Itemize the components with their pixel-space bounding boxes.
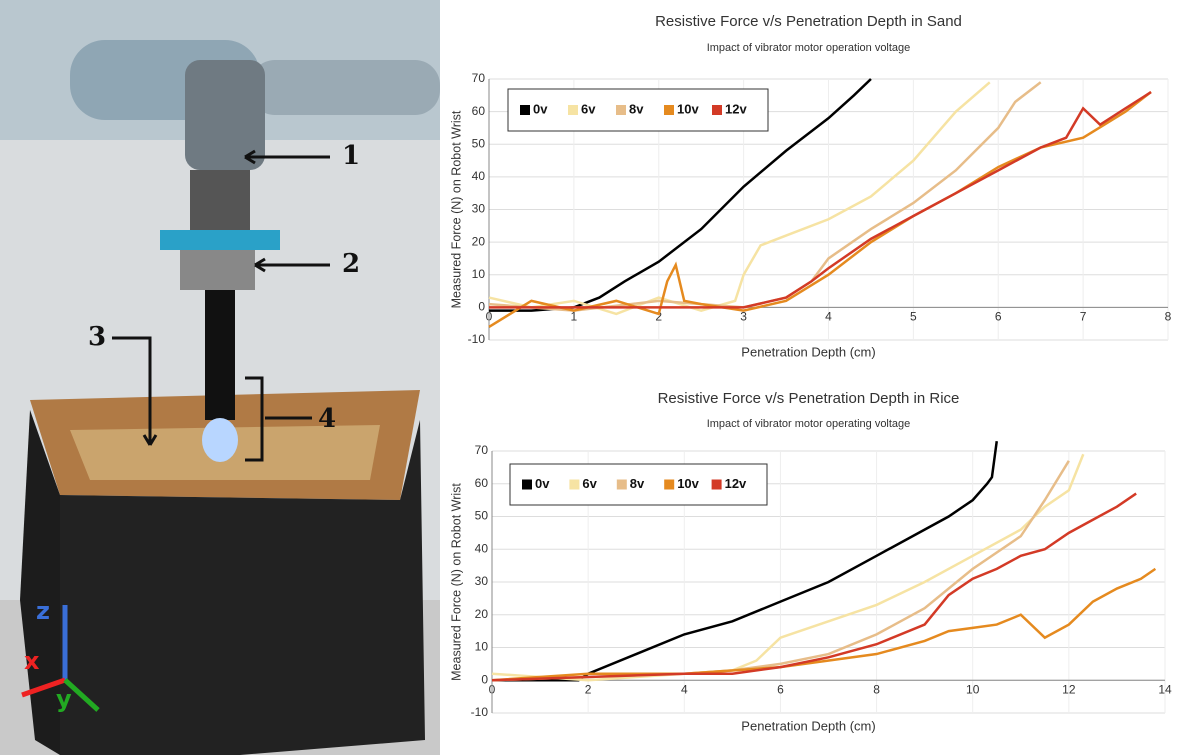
crate [60, 420, 425, 755]
y-tick-label: 0 [481, 672, 488, 686]
y-tick-label: 50 [472, 136, 486, 150]
x-tick-label: 14 [1158, 682, 1172, 696]
x-tick-label: 1 [571, 310, 578, 324]
legend-swatch [568, 105, 578, 115]
probe [205, 290, 235, 420]
legend-box [507, 88, 769, 132]
legend-label: 8v [630, 476, 645, 491]
y-tick-label: 60 [475, 476, 489, 490]
series-line [488, 81, 1042, 312]
legend-swatch [664, 105, 674, 115]
x-tick-label: 3 [740, 310, 747, 324]
x-axis-label: x [24, 647, 40, 675]
crate-side [20, 410, 60, 755]
label-3: 3 [88, 322, 106, 352]
x-tick-label: 6 [777, 682, 784, 696]
arrow-2 [254, 257, 330, 273]
plate [160, 230, 280, 250]
y-tick-label: 40 [475, 541, 489, 555]
y-tick-label: 30 [475, 574, 489, 588]
y-tick-label: 60 [472, 104, 486, 118]
legend-swatch [616, 105, 626, 115]
legend-label: 12v [725, 101, 747, 116]
label-1: 1 [342, 141, 360, 171]
x-axis [21, 677, 66, 698]
photo: 1 2 3 4 x y z [0, 0, 440, 755]
legend-label: 8v [629, 101, 644, 116]
x-tick-label: 8 [873, 682, 880, 696]
y-tick-label: 10 [475, 640, 489, 654]
joint [185, 60, 265, 170]
x-tick-label: 12 [1062, 682, 1076, 696]
y-tick-label: 20 [475, 607, 489, 621]
legend-box [509, 463, 768, 506]
y-axis-label: Measured Force (N) on Robot Wrist [449, 110, 463, 308]
x-tick-label: 2 [655, 310, 662, 324]
x-axis-label: Penetration Depth (cm) [741, 344, 875, 359]
x-tick-label: 4 [825, 310, 832, 324]
label-2: 2 [342, 249, 360, 279]
legend-swatch [522, 479, 532, 490]
wrist [190, 170, 250, 230]
chart-title: Resistive Force v/s Penetration Depth in… [658, 390, 960, 407]
x-axis-label: Penetration Depth (cm) [741, 718, 875, 733]
legend-label: 0v [535, 476, 550, 491]
y-tick-label: 20 [472, 234, 486, 248]
sensor [180, 250, 255, 290]
y-axis-label: Measured Force (N) on Robot Wrist [449, 483, 463, 681]
x-tick-label: 4 [681, 682, 688, 696]
y-tick-label: -10 [468, 332, 486, 346]
x-tick-label: 8 [1165, 310, 1172, 324]
legend-swatch [616, 479, 627, 490]
arrow-4 [245, 376, 312, 462]
y-tick-label: 70 [475, 443, 489, 457]
x-tick-label: 10 [966, 682, 980, 696]
legend-swatch [520, 105, 530, 115]
legend-swatch [711, 479, 722, 490]
y-axis-label: y [56, 685, 72, 713]
z-axis-label: z [36, 597, 50, 625]
legend-label: 0v [533, 101, 548, 116]
y-tick-label: 0 [478, 300, 485, 314]
series-line [491, 567, 1157, 682]
legend-swatch [664, 479, 675, 490]
legend-label: 10v [677, 101, 699, 116]
x-tick-label: 6 [995, 310, 1002, 324]
chart-subtitle: Impact of vibrator motor operating volta… [707, 418, 911, 430]
x-tick-label: 2 [585, 682, 592, 696]
tip [202, 418, 238, 462]
arm-upper [250, 60, 440, 115]
x-tick-label: 7 [1080, 310, 1087, 324]
legend-swatch [569, 479, 580, 490]
y-tick-label: 70 [472, 71, 486, 85]
series-line [488, 81, 991, 316]
arrow-3 [112, 336, 158, 446]
arrow-1 [244, 149, 330, 165]
series-line [491, 492, 1137, 682]
chart-subtitle: Impact of vibrator motor operation volta… [707, 42, 911, 54]
y-tick-label: 30 [472, 202, 486, 216]
chart-title: Resistive Force v/s Penetration Depth in… [655, 13, 962, 30]
y-tick-label: -10 [471, 705, 489, 719]
y-tick-label: 50 [475, 509, 489, 523]
legend-swatch [712, 105, 722, 115]
y-tick-label: 40 [472, 169, 486, 183]
label-4: 4 [318, 404, 336, 434]
legend-label: 10v [677, 476, 699, 491]
y-tick-label: 10 [472, 267, 486, 281]
legend-label: 6v [581, 101, 596, 116]
legend-label: 12v [725, 476, 747, 491]
series-line [489, 90, 1152, 309]
x-tick-label: 5 [910, 310, 917, 324]
legend-label: 6v [582, 476, 597, 491]
y-axis [63, 678, 100, 712]
